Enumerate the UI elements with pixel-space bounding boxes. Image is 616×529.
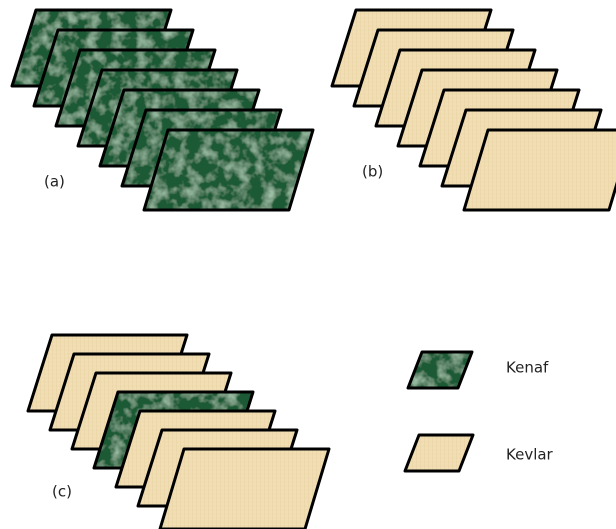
ply: [160, 449, 329, 529]
legend-swatch: [405, 435, 473, 471]
legend-label: Kevlar: [506, 446, 554, 464]
legend-label: Kenaf: [506, 359, 549, 377]
legend-swatch: [408, 352, 472, 388]
ply: [464, 130, 616, 210]
panel-label: (c): [52, 483, 72, 501]
diagram: (a) (b) (c) Kenaf Kevlar: [0, 0, 616, 529]
panel-label: (b): [362, 163, 383, 181]
panel-label: (a): [44, 173, 65, 191]
ply: [144, 130, 313, 210]
